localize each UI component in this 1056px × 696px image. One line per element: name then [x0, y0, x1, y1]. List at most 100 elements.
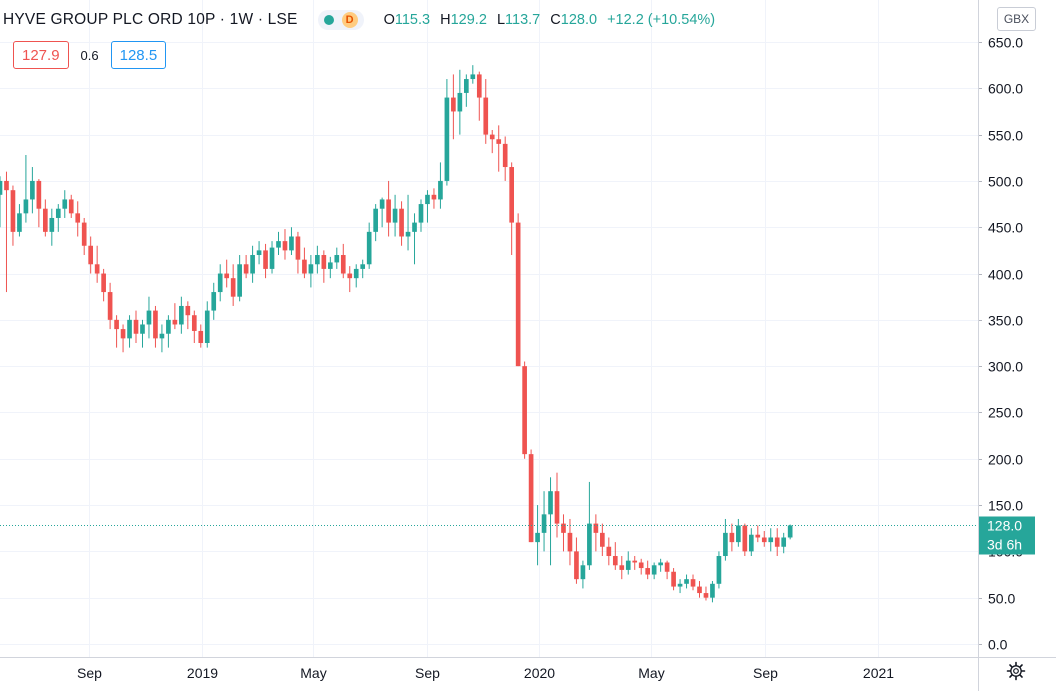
high-value: 129.2 — [450, 12, 487, 28]
candle-body — [289, 236, 294, 251]
candle-body — [62, 199, 68, 209]
candle — [425, 190, 430, 223]
candle — [528, 449, 534, 543]
candle — [535, 505, 540, 566]
x-tick-label: 2021 — [863, 665, 894, 681]
candle — [230, 264, 236, 306]
candle-body — [651, 565, 657, 575]
candle — [541, 491, 547, 552]
candle-body — [133, 319, 139, 334]
x-tick-label: May — [300, 665, 326, 681]
candle — [716, 551, 722, 589]
candle — [645, 560, 651, 580]
candle-body — [191, 315, 197, 331]
candle — [114, 315, 119, 348]
candle-body — [522, 366, 527, 455]
x-tick-label: Sep — [415, 665, 440, 681]
candle-body — [768, 537, 774, 543]
candle-body — [574, 551, 579, 580]
candle-body — [483, 97, 489, 135]
candle-body — [645, 568, 651, 575]
candle — [723, 518, 728, 561]
candle-body — [101, 273, 106, 293]
candle — [496, 125, 502, 172]
candle — [347, 266, 353, 293]
candle — [489, 129, 495, 154]
candle — [30, 167, 35, 214]
x-tick-label: Sep — [77, 665, 102, 681]
candle-body — [729, 532, 735, 543]
candle-body — [81, 222, 87, 246]
candle — [651, 562, 657, 580]
candle — [295, 231, 301, 274]
low-label: L — [496, 12, 506, 28]
candle — [612, 542, 618, 570]
symbol-title[interactable]: HYVE GROUP PLC ORD 10P · 1W · LSE — [3, 11, 298, 28]
candle — [761, 531, 767, 547]
candle-body — [75, 213, 81, 223]
candle — [548, 477, 553, 566]
candle-body — [68, 199, 74, 214]
candle — [159, 324, 165, 353]
candle-body — [431, 194, 437, 200]
candle-body — [476, 74, 482, 98]
candle — [334, 247, 340, 269]
candle-body — [567, 532, 573, 552]
candle-body — [159, 333, 165, 339]
candle-body — [509, 167, 515, 223]
candle-body — [250, 255, 255, 274]
candle — [23, 154, 29, 223]
candle — [166, 315, 171, 348]
candle-body — [703, 593, 709, 598]
sell-price-button[interactable]: 127.9 — [13, 41, 69, 69]
spread-value: 0.6 — [80, 47, 99, 63]
candle — [399, 201, 404, 246]
candle-body — [541, 514, 547, 533]
candle-body — [302, 259, 307, 274]
candle-body — [638, 562, 644, 569]
candle — [81, 217, 87, 256]
candle-body — [716, 556, 722, 584]
candle-body — [554, 491, 560, 524]
candle-body — [496, 139, 502, 144]
gear-icon[interactable] — [1006, 661, 1026, 681]
candle — [515, 213, 521, 367]
candle-body — [671, 571, 676, 587]
candle — [4, 171, 9, 293]
candle — [742, 523, 748, 557]
candle-body — [185, 305, 191, 316]
candle — [17, 204, 22, 237]
y-tick-label: 650.0 — [988, 35, 1023, 51]
candle-body — [49, 217, 55, 232]
y-tick-label: 600.0 — [988, 81, 1023, 97]
candle-body — [748, 534, 754, 552]
market-status[interactable]: D — [317, 10, 364, 30]
candle-body — [23, 199, 29, 214]
candle — [153, 305, 158, 348]
candle — [671, 568, 676, 591]
candle — [68, 194, 74, 218]
y-tick-label: 350.0 — [988, 313, 1023, 329]
currency-button[interactable]: GBX — [997, 7, 1036, 31]
candle-body — [379, 199, 385, 209]
candle-body — [55, 208, 61, 218]
candle — [463, 74, 469, 107]
candle — [321, 250, 327, 283]
candle — [204, 301, 210, 348]
candle-body — [127, 319, 132, 339]
candle — [263, 243, 268, 279]
candle — [431, 188, 437, 209]
candle — [703, 586, 709, 601]
candle-body — [658, 562, 663, 566]
candle — [315, 245, 320, 274]
y-tick-label: 150.0 — [988, 498, 1023, 514]
candle — [43, 199, 48, 237]
buy-price-button[interactable]: 128.5 — [110, 41, 167, 69]
candle-body — [625, 560, 631, 570]
last-price-label: 128.0 — [987, 518, 1022, 534]
candle — [632, 556, 638, 570]
candle — [781, 532, 787, 554]
y-tick-label: 0.0 — [988, 637, 1008, 653]
